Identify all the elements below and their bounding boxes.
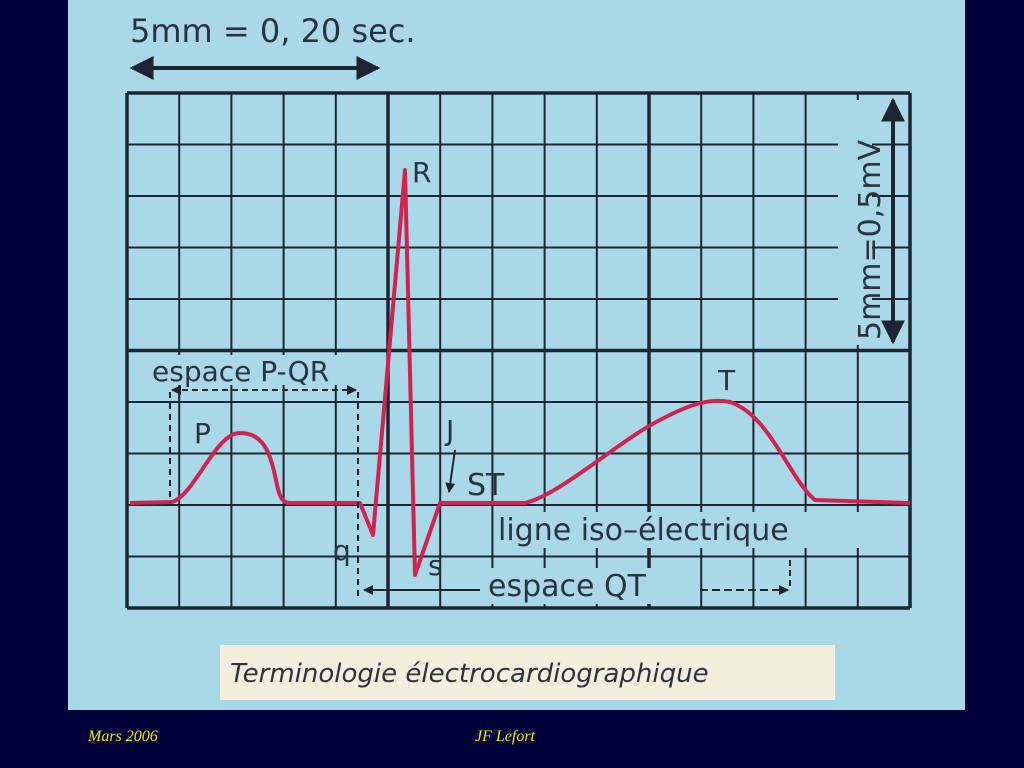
label-j: J bbox=[444, 414, 454, 447]
caption-box bbox=[220, 645, 835, 700]
pqr-label: espace P-QR bbox=[152, 355, 329, 388]
label-st: ST bbox=[467, 468, 505, 503]
label-p: P bbox=[194, 417, 211, 450]
label-s: s bbox=[428, 549, 443, 582]
label-t: T bbox=[717, 364, 736, 397]
label-bg bbox=[482, 568, 698, 604]
intervals bbox=[169, 385, 791, 600]
label-q: q bbox=[333, 534, 351, 567]
time-scale: 5mm = 0, 20 sec. bbox=[130, 12, 416, 50]
label-bg bbox=[838, 100, 872, 345]
footer-author: JF Lefort bbox=[475, 728, 536, 745]
label-bg bbox=[495, 512, 891, 548]
ecg-trace bbox=[129, 168, 911, 577]
footer-date: Mars 2006 bbox=[87, 728, 158, 745]
qt-label: espace QT bbox=[488, 569, 647, 604]
j-arrow bbox=[445, 449, 456, 493]
baseline-label: ligne iso–électrique bbox=[498, 513, 789, 548]
caption: Terminologie électrocardiographique bbox=[230, 659, 709, 689]
voltage-scale: 5mm=0,5mV bbox=[853, 139, 888, 340]
label-bg bbox=[150, 355, 372, 385]
label-r: R bbox=[412, 156, 431, 189]
